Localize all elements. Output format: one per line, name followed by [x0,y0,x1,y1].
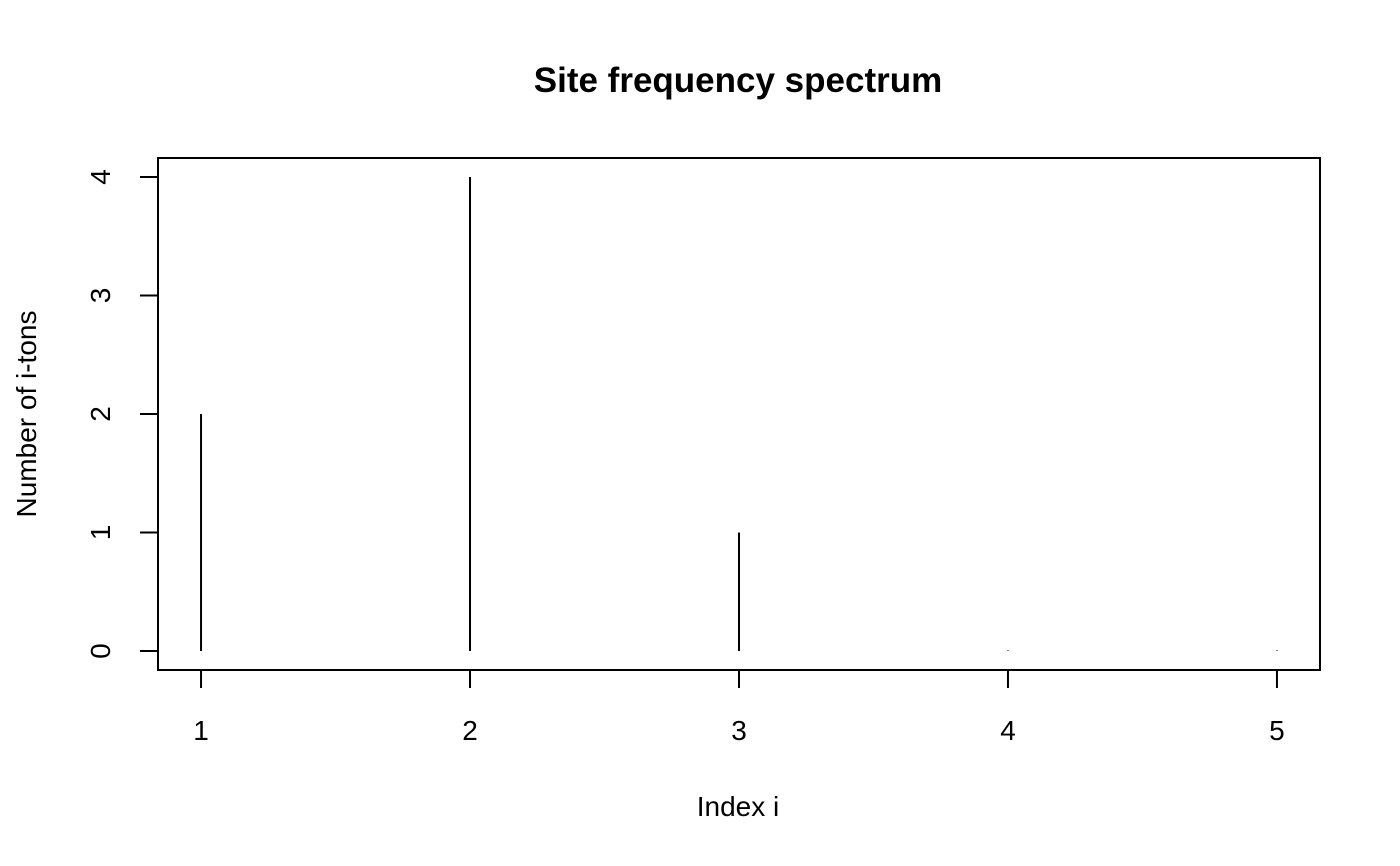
x-tick-label: 2 [462,715,478,746]
y-axis: 0 1 2 3 4 [85,169,159,659]
x-tick-label: 5 [1269,715,1285,746]
spike-series [200,176,1278,652]
y-tick-label: 1 [85,525,116,541]
y-tick-label: 0 [85,643,116,659]
x-tick-label: 3 [731,715,747,746]
x-tick-label: 4 [1000,715,1016,746]
y-tick-label: 3 [85,288,116,304]
y-tick-label: 4 [85,169,116,185]
y-tick-label: 2 [85,406,116,422]
x-axis-label: Index i [697,791,780,822]
x-tick-label: 1 [193,715,209,746]
y-axis-label: Number of i-tons [11,311,42,518]
chart-title: Site frequency spectrum [534,61,942,100]
x-axis: 1 2 3 4 5 [193,669,1285,746]
